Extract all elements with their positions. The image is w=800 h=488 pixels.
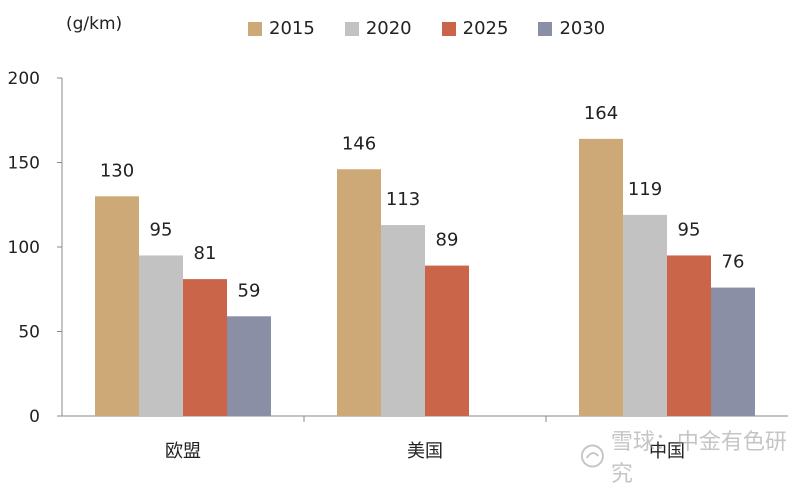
snowball-logo-icon [580,444,604,468]
x-category-label: 中国 [649,441,685,462]
bar-2020-0 [139,255,183,416]
y-tick-label: 100 [8,238,40,258]
data-label: 95 [150,219,173,240]
watermark-text: 雪球：中金有色研究 [610,430,787,487]
legend-item-2020: 2020 [344,18,412,39]
data-label: 76 [722,252,745,273]
bar-2025-0 [183,279,227,416]
data-label: 146 [342,133,376,154]
legend-label-2020: 2020 [365,18,412,39]
chart-legend: 2015 2020 2025 2030 [248,18,635,39]
data-label: 95 [678,219,701,240]
legend-label-2030: 2030 [559,18,606,39]
legend-item-2025: 2025 [441,18,509,39]
data-label: 113 [386,189,420,210]
data-label: 89 [436,230,459,251]
data-label: 81 [194,243,217,264]
y-tick-label: 0 [29,407,40,427]
legend-label-2025: 2025 [462,18,509,39]
data-label: 119 [628,179,662,200]
bar-2025-2 [667,255,711,416]
y-tick-label: 150 [8,154,40,174]
bar-2015-0 [95,196,139,416]
bar-chart: 0 50 100 150 200 130 95 81 59 欧盟 146 113 89 美国 164 119 9… [8,69,788,462]
legend-swatch-2030 [538,21,553,36]
bar-2025-1 [425,265,469,416]
data-label: 59 [238,280,261,301]
x-category-label: 美国 [407,441,443,462]
bar-2015-1 [337,169,381,416]
y-tick-label: 50 [18,323,40,343]
y-axis-unit-label: (g/km) [66,14,123,34]
legend-swatch-2025 [441,21,456,36]
bar-2020-2 [623,214,667,416]
bar-2020-1 [381,225,425,416]
bar-2015-2 [579,138,623,416]
legend-swatch-2015 [248,21,262,36]
data-label: 164 [584,103,618,124]
y-tick-label: 200 [8,69,40,89]
x-category-label: 欧盟 [165,441,201,462]
bar-2030-0 [227,316,271,416]
data-label: 130 [100,160,134,181]
legend-item-2030: 2030 [538,18,605,39]
legend-swatch-2020 [344,21,359,36]
watermark: 雪球：中金有色研究 [580,424,800,488]
legend-item-2015: 2015 [248,18,315,39]
legend-label-2015: 2015 [269,18,315,39]
bar-2030-2 [711,287,755,416]
